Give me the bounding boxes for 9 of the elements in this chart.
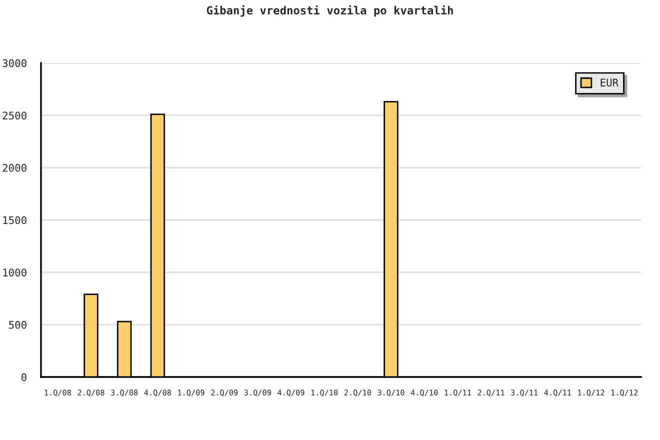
y-tick-label: 0 bbox=[22, 373, 26, 382]
y-tick-label: 2500 bbox=[2, 112, 26, 120]
y-tick-label: 500 bbox=[9, 320, 26, 329]
y-tick-label: 3000 bbox=[2, 59, 26, 68]
y-tick-label: 1000 bbox=[3, 268, 26, 276]
legend-label: EUR bbox=[600, 78, 619, 87]
y-tick-label: 2000 bbox=[2, 164, 26, 172]
y-tick-label: 1500 bbox=[3, 216, 26, 224]
chart-title: Gibanje vrednosti vozila po kvartalih bbox=[206, 5, 453, 17]
